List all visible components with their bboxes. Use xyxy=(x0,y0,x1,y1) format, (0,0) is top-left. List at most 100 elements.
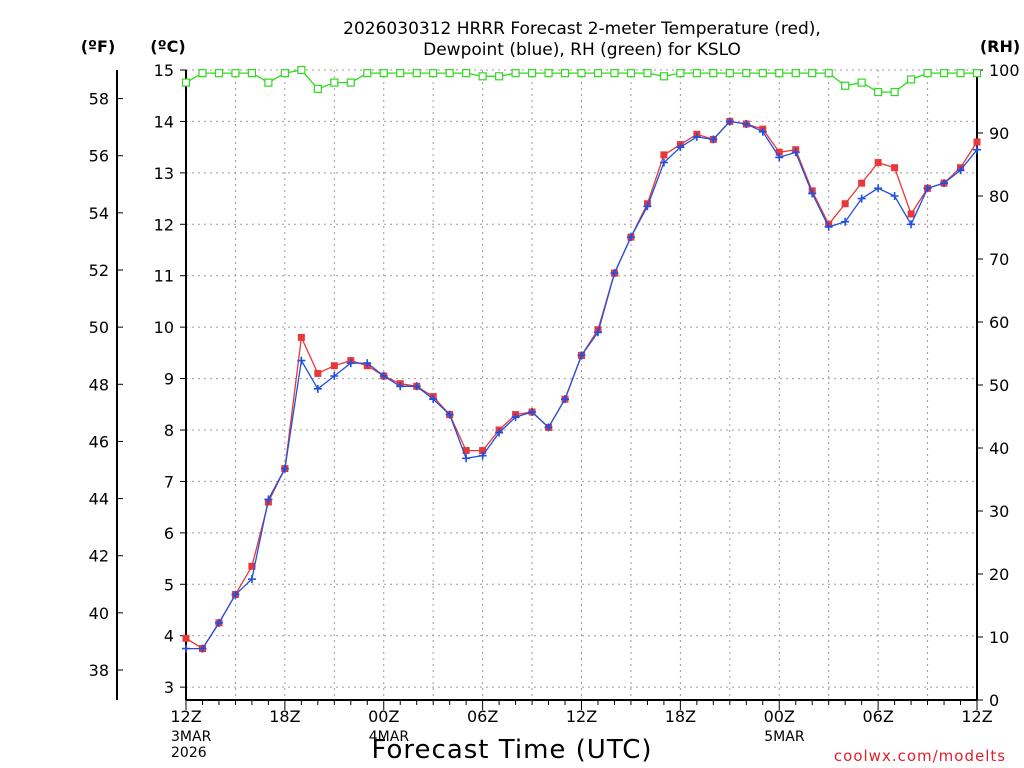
dewpoint-point xyxy=(478,451,487,460)
fahrenheit-tick-label: 42 xyxy=(89,547,109,566)
rh-point xyxy=(676,69,685,78)
rh-point xyxy=(890,87,899,97)
chart-title-line1: 2026030312 HRRR Forecast 2-meter Tempera… xyxy=(343,19,821,39)
rh-point xyxy=(742,69,751,78)
x-date-label: 5MAR xyxy=(764,729,805,745)
dewpoint-point xyxy=(346,359,355,368)
rh-point xyxy=(857,78,866,87)
rh-point xyxy=(363,69,372,78)
rh-point xyxy=(412,69,421,78)
dewpoint-point xyxy=(379,372,388,380)
x-axis-title: Forecast Time (UTC) xyxy=(371,735,652,765)
temperature-point xyxy=(462,447,470,455)
celsius-tick-label: 5 xyxy=(164,575,174,594)
rh-tick-label: 30 xyxy=(989,502,1009,521)
dewpoint-point xyxy=(264,495,273,504)
dewpoint-point xyxy=(280,464,289,473)
credit-link[interactable]: coolwx.com/modelts xyxy=(834,747,1006,765)
dewpoint-point xyxy=(676,143,685,152)
dewpoint-point xyxy=(495,428,504,437)
fahrenheit-tick-label: 56 xyxy=(89,147,109,166)
chart-title-line2: Dewpoint (blue), RH (green) for KSLO xyxy=(423,40,741,60)
dewpoint-point xyxy=(907,220,916,229)
x-date-label: 3MAR xyxy=(171,729,212,745)
x-tick-label: 12Z xyxy=(961,707,992,726)
celsius-tick-label: 10 xyxy=(154,318,174,337)
dewpoint-point xyxy=(561,395,570,404)
x-tick-label: 18Z xyxy=(665,707,696,726)
rh-point xyxy=(346,78,355,87)
dewpoint-point xyxy=(313,384,322,393)
dewpoint-point xyxy=(610,269,619,278)
dewpoint-point xyxy=(462,454,471,463)
dewpoint-point xyxy=(445,410,454,419)
x-tick-label: 06Z xyxy=(862,707,893,726)
dewpoint-point xyxy=(890,192,899,200)
dewpoint-point xyxy=(956,166,965,175)
fahrenheit-tick-label: 48 xyxy=(89,375,109,394)
rh-point xyxy=(874,87,883,97)
rh-point xyxy=(297,65,306,75)
rh-point xyxy=(775,69,784,78)
dewpoint-point xyxy=(330,372,339,380)
fahrenheit-tick-label: 38 xyxy=(89,661,109,680)
x-tick-label: 12Z xyxy=(566,707,597,726)
fahrenheit-tick-label: 44 xyxy=(89,490,109,509)
rh-point xyxy=(544,69,553,78)
temperature-point xyxy=(297,333,305,341)
dewpoint-point xyxy=(593,328,602,337)
rh-point xyxy=(972,69,982,78)
dewpoint-point xyxy=(412,382,421,391)
rh-point xyxy=(939,69,949,78)
rh-point xyxy=(462,69,471,78)
rh-point xyxy=(791,69,800,78)
rh-point xyxy=(923,69,932,78)
x-tick-label: 00Z xyxy=(368,707,399,726)
rh-point xyxy=(758,69,767,78)
rh-tick-label: 40 xyxy=(989,439,1009,458)
temperature-point xyxy=(330,362,338,370)
rh-point xyxy=(709,69,718,78)
dewpoint-point xyxy=(791,148,800,157)
temperature-point xyxy=(479,447,487,455)
data-series xyxy=(181,65,982,653)
celsius-tick-label: 11 xyxy=(154,267,174,286)
dewpoint-point xyxy=(709,135,718,144)
dewpoint-point xyxy=(659,158,668,167)
rh-point xyxy=(231,69,240,78)
temperature-point xyxy=(248,562,256,570)
rh-tick-label: 10 xyxy=(989,628,1009,647)
rh-tick-label: 90 xyxy=(989,124,1009,143)
rh-unit-label: (RH) xyxy=(980,37,1020,56)
dewpoint-point xyxy=(973,145,981,154)
rh-point xyxy=(906,75,916,84)
dewpoint-point xyxy=(725,117,734,126)
dewpoint-point xyxy=(528,408,537,416)
rh-point xyxy=(824,69,833,78)
celsius-tick-label: 14 xyxy=(154,112,174,131)
dewpoint-point xyxy=(643,202,652,211)
rh-point xyxy=(478,72,487,81)
celsius-tick-label: 9 xyxy=(164,370,174,389)
rh-point xyxy=(247,69,257,78)
fahrenheit-tick-label: 52 xyxy=(89,261,109,280)
temperature-point xyxy=(907,210,915,218)
grid-lines xyxy=(186,69,977,700)
rh-tick-label: 70 xyxy=(989,250,1009,269)
dewpoint-point xyxy=(182,644,190,653)
rh-point xyxy=(956,69,965,78)
rh-point xyxy=(643,69,652,78)
celsius-tick-label: 3 xyxy=(164,678,174,697)
x-tick-label: 12Z xyxy=(170,707,201,726)
dewpoint-point xyxy=(577,351,586,360)
dewpoint-point xyxy=(940,179,949,188)
dewpoint-point xyxy=(544,423,553,432)
celsius-unit-label: (ºC) xyxy=(150,37,185,56)
x-date-label: 4MAR xyxy=(369,729,410,745)
dewpoint-point xyxy=(857,194,866,203)
fahrenheit-tick-label: 54 xyxy=(89,204,109,223)
celsius-tick-label: 15 xyxy=(154,61,174,80)
rh-point xyxy=(379,69,388,78)
temperature-point xyxy=(182,634,190,642)
